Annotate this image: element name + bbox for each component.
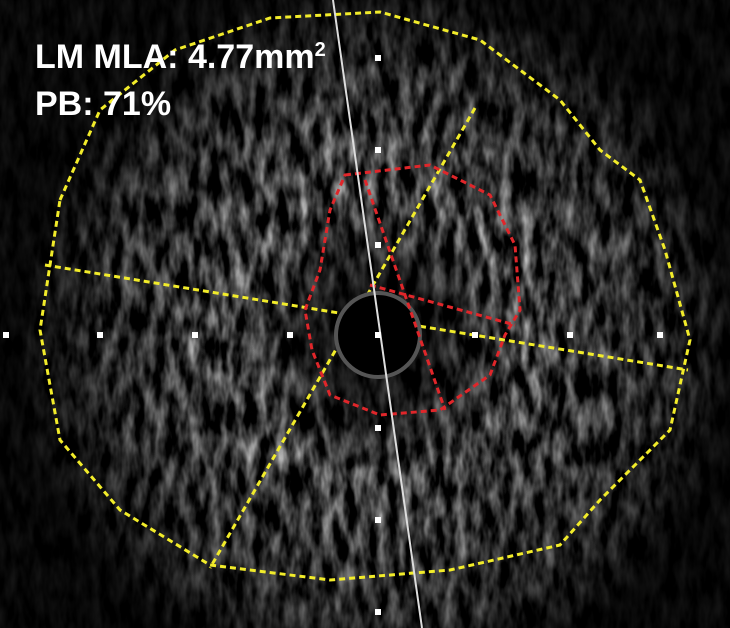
mla-label: LM MLA: 4.77mm2 — [35, 38, 326, 76]
mla-text: LM MLA: 4.77mm — [35, 38, 315, 76]
lumen-diameter — [369, 283, 516, 327]
vessel-contour — [38, 10, 692, 582]
lumen-contour — [303, 163, 522, 417]
pb-label: PB: 71% — [35, 85, 171, 123]
calibration-dots — [3, 55, 663, 615]
guide-line — [332, 0, 423, 628]
lumen-diameter — [363, 179, 447, 411]
mla-superscript: 2 — [315, 39, 326, 61]
